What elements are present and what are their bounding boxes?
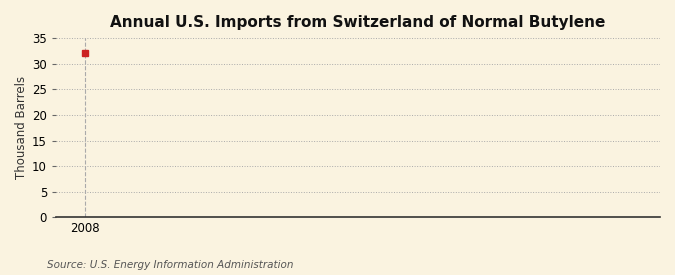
Y-axis label: Thousand Barrels: Thousand Barrels — [15, 76, 28, 179]
Title: Annual U.S. Imports from Switzerland of Normal Butylene: Annual U.S. Imports from Switzerland of … — [110, 15, 605, 30]
Text: Source: U.S. Energy Information Administration: Source: U.S. Energy Information Administ… — [47, 260, 294, 270]
